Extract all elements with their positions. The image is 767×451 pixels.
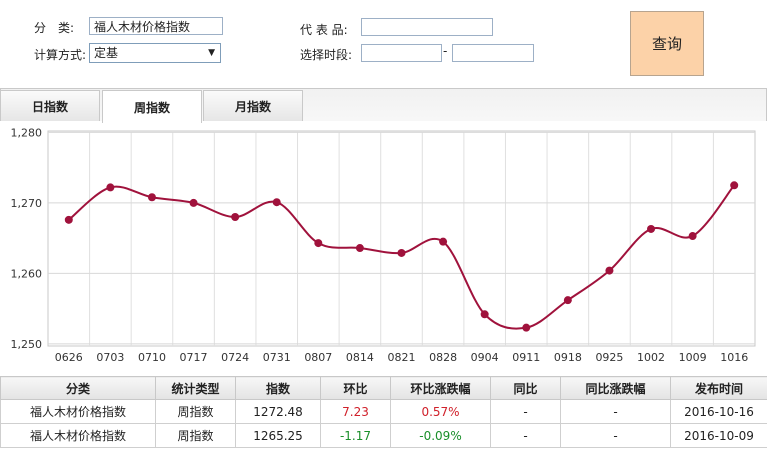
cell-mom-pct: 0.57% [390,399,491,424]
period-start-input[interactable] [361,44,442,62]
period-separator: - [443,44,448,58]
cell-mom-pct: -0.09% [390,423,491,448]
data-point [439,237,448,246]
table-header-row: 分类 统计类型 指数 环比 环比涨跌幅 同比 同比涨跌幅 发布时间 [0,376,767,400]
tab-monthly[interactable]: 月指数 [203,90,303,121]
period-end-input[interactable] [452,44,534,62]
x-tick-label: 1009 [679,351,707,364]
col-header-publish-date: 发布时间 [670,376,767,400]
cell-mom: -1.17 [320,423,391,448]
data-point [106,183,115,192]
period-label: 选择时段: [300,48,353,62]
x-tick-label: 0911 [512,351,540,364]
query-button[interactable]: 查询 [630,11,704,76]
data-point [231,213,240,221]
col-header-stat-type: 统计类型 [155,376,236,400]
cell-index: 1272.48 [235,399,321,424]
col-header-yoy-pct: 同比涨跌幅 [560,376,671,400]
chevron-down-icon: ▼ [208,48,215,58]
cell-stat-type: 周指数 [155,423,236,448]
calc-method-value: 定基 [94,46,119,60]
col-header-category: 分类 [0,376,156,400]
x-tick-label: 0807 [304,351,332,364]
cell-yoy-pct: - [560,399,671,424]
x-tick-label: 0731 [263,351,291,364]
index-table: 分类 统计类型 指数 环比 环比涨跌幅 同比 同比涨跌幅 发布时间 福人木材价格… [0,376,767,448]
tab-weekly[interactable]: 周指数 [102,90,202,123]
cell-index: 1265.25 [235,423,321,448]
data-point [605,266,614,275]
y-tick-label: 1,260 [11,267,43,280]
data-point [272,198,281,207]
data-point [314,239,323,248]
data-point [147,193,156,202]
cell-yoy: - [490,399,561,424]
data-point [189,198,198,207]
data-point [397,248,406,257]
tab-daily[interactable]: 日指数 [0,90,100,121]
col-header-index: 指数 [235,376,321,400]
chart-area: 1,250 1,260 1,270 1,280 0626 0703 0710 0717 0724… [0,121,767,373]
data-point [64,215,73,224]
x-tick-label: 0626 [55,351,83,364]
col-header-mom: 环比 [320,376,391,400]
weekly-index-chart: 1,250 1,260 1,270 1,280 0626 0703 0710 0717 0724… [11,126,756,364]
cell-publish-date: 2016-10-16 [670,399,767,424]
data-point [563,296,572,305]
data-point [647,224,656,233]
data-point [480,310,489,319]
cell-publish-date: 2016-10-09 [670,423,767,448]
plot-frame [47,130,756,347]
y-tick-label: 1,280 [11,126,43,139]
category-label: 分 类: [34,21,75,35]
cell-yoy: - [490,423,561,448]
x-tick-label: 0710 [138,351,166,364]
representative-input[interactable] [361,18,493,36]
cell-stat-type: 周指数 [155,399,236,424]
x-tick-label: 0821 [388,351,416,364]
x-tick-label: 0724 [221,351,249,364]
table-row: 福人木材价格指数 周指数 1265.25 -1.17 -0.09% - - 20… [0,423,767,448]
cell-category: 福人木材价格指数 [0,423,156,448]
x-tick-label: 1002 [637,351,665,364]
x-tick-label: 0828 [429,351,457,364]
x-tick-label: 0814 [346,351,374,364]
data-point [730,181,739,190]
x-tick-label: 0717 [180,351,208,364]
cell-mom: 7.23 [320,399,391,424]
y-tick-label: 1,250 [11,338,43,351]
x-tick-label: 0904 [471,351,499,364]
cell-yoy-pct: - [560,423,671,448]
col-header-yoy: 同比 [490,376,561,400]
representative-label: 代 表 品: [300,23,348,37]
x-tick-label: 0925 [595,351,623,364]
calc-method-label: 计算方式: [34,48,87,62]
category-input[interactable]: 福人木材价格指数 [89,17,223,35]
data-point [688,232,697,241]
calc-method-select[interactable]: 定基 ▼ [89,43,221,63]
data-point [355,244,364,253]
col-header-mom-pct: 环比涨跌幅 [390,376,491,400]
x-tick-label: 0918 [554,351,582,364]
y-tick-label: 1,270 [11,197,43,210]
table-row: 福人木材价格指数 周指数 1272.48 7.23 0.57% - - 2016… [0,399,767,424]
x-tick-label: 0703 [96,351,124,364]
x-tick-label: 1016 [720,351,748,364]
data-point [522,323,531,332]
cell-category: 福人木材价格指数 [0,399,156,424]
